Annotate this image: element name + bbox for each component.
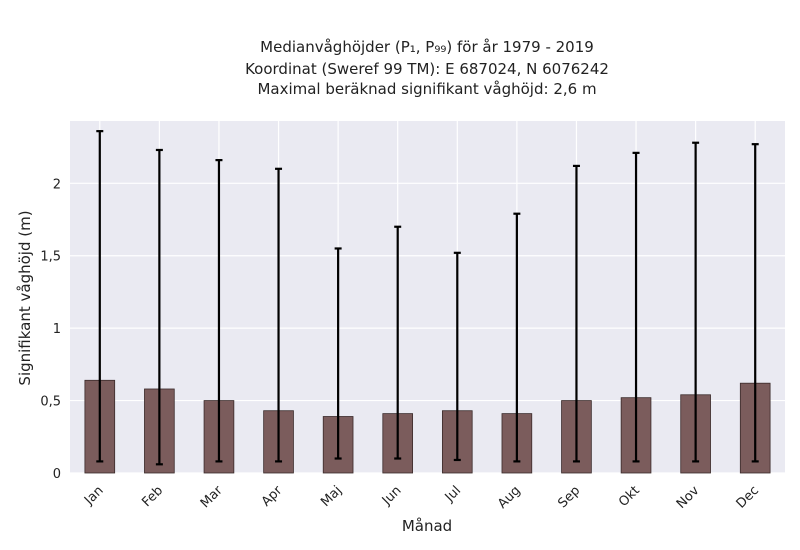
error-bar-maj <box>334 247 342 460</box>
x-tick-label: Apr <box>259 483 286 510</box>
error-bar-apr <box>275 167 283 463</box>
y-tick-label: 0 <box>53 467 61 482</box>
x-tick-label: Maj <box>318 483 345 510</box>
error-bar-feb <box>155 148 163 466</box>
x-tick-label: Jul <box>442 483 464 505</box>
error-bar-jul <box>453 251 461 462</box>
y-tick-label: 2 <box>53 177 61 192</box>
y-tick-label: 1 <box>53 322 61 337</box>
x-tick-label: Okt <box>616 483 643 510</box>
title-line-3: Maximal beräknad signifikant våghöjd: 2,… <box>257 80 596 98</box>
x-tick-label: Aug <box>495 483 524 512</box>
error-bar-dec <box>751 143 759 463</box>
x-tick-label: Sep <box>555 483 583 511</box>
x-tick-label: Jun <box>379 483 405 509</box>
title-line-2: Koordinat (Sweref 99 TM): E 687024, N 60… <box>245 60 609 78</box>
x-tick-label: Feb <box>139 483 166 510</box>
x-tick-label: Mar <box>198 483 226 511</box>
error-bar-sep <box>572 164 580 463</box>
y-tick-label: 1,5 <box>40 250 61 265</box>
error-bar-mar <box>215 159 223 463</box>
y-axis-ticks: 0 0,5 1 1,5 2 <box>40 177 61 482</box>
y-tick-label: 0,5 <box>40 395 61 410</box>
error-bar-nov <box>692 141 700 463</box>
x-axis-ticks: Jan Feb Mar Apr Maj Jun Jul Aug Sep Okt Nov Dec <box>81 483 762 512</box>
x-tick-label: Dec <box>734 483 762 511</box>
error-bars <box>96 130 759 466</box>
x-tick-label: Nov <box>674 483 703 512</box>
title-line-1: Medianvåghöjder (P₁, P₉₉) för år 1979 - … <box>260 38 594 56</box>
plot-area <box>70 121 785 473</box>
error-bar-jan <box>96 130 104 463</box>
chart-title: Medianvåghöjder (P₁, P₉₉) för år 1979 - … <box>245 38 609 98</box>
y-axis-label: Signifikant våghöjd (m) <box>16 210 34 385</box>
error-bar-okt <box>632 151 640 463</box>
x-axis-label: Månad <box>402 517 452 535</box>
error-bar-aug <box>513 212 521 463</box>
x-tick-label: Jan <box>81 483 106 508</box>
error-bar-jun <box>394 225 402 460</box>
